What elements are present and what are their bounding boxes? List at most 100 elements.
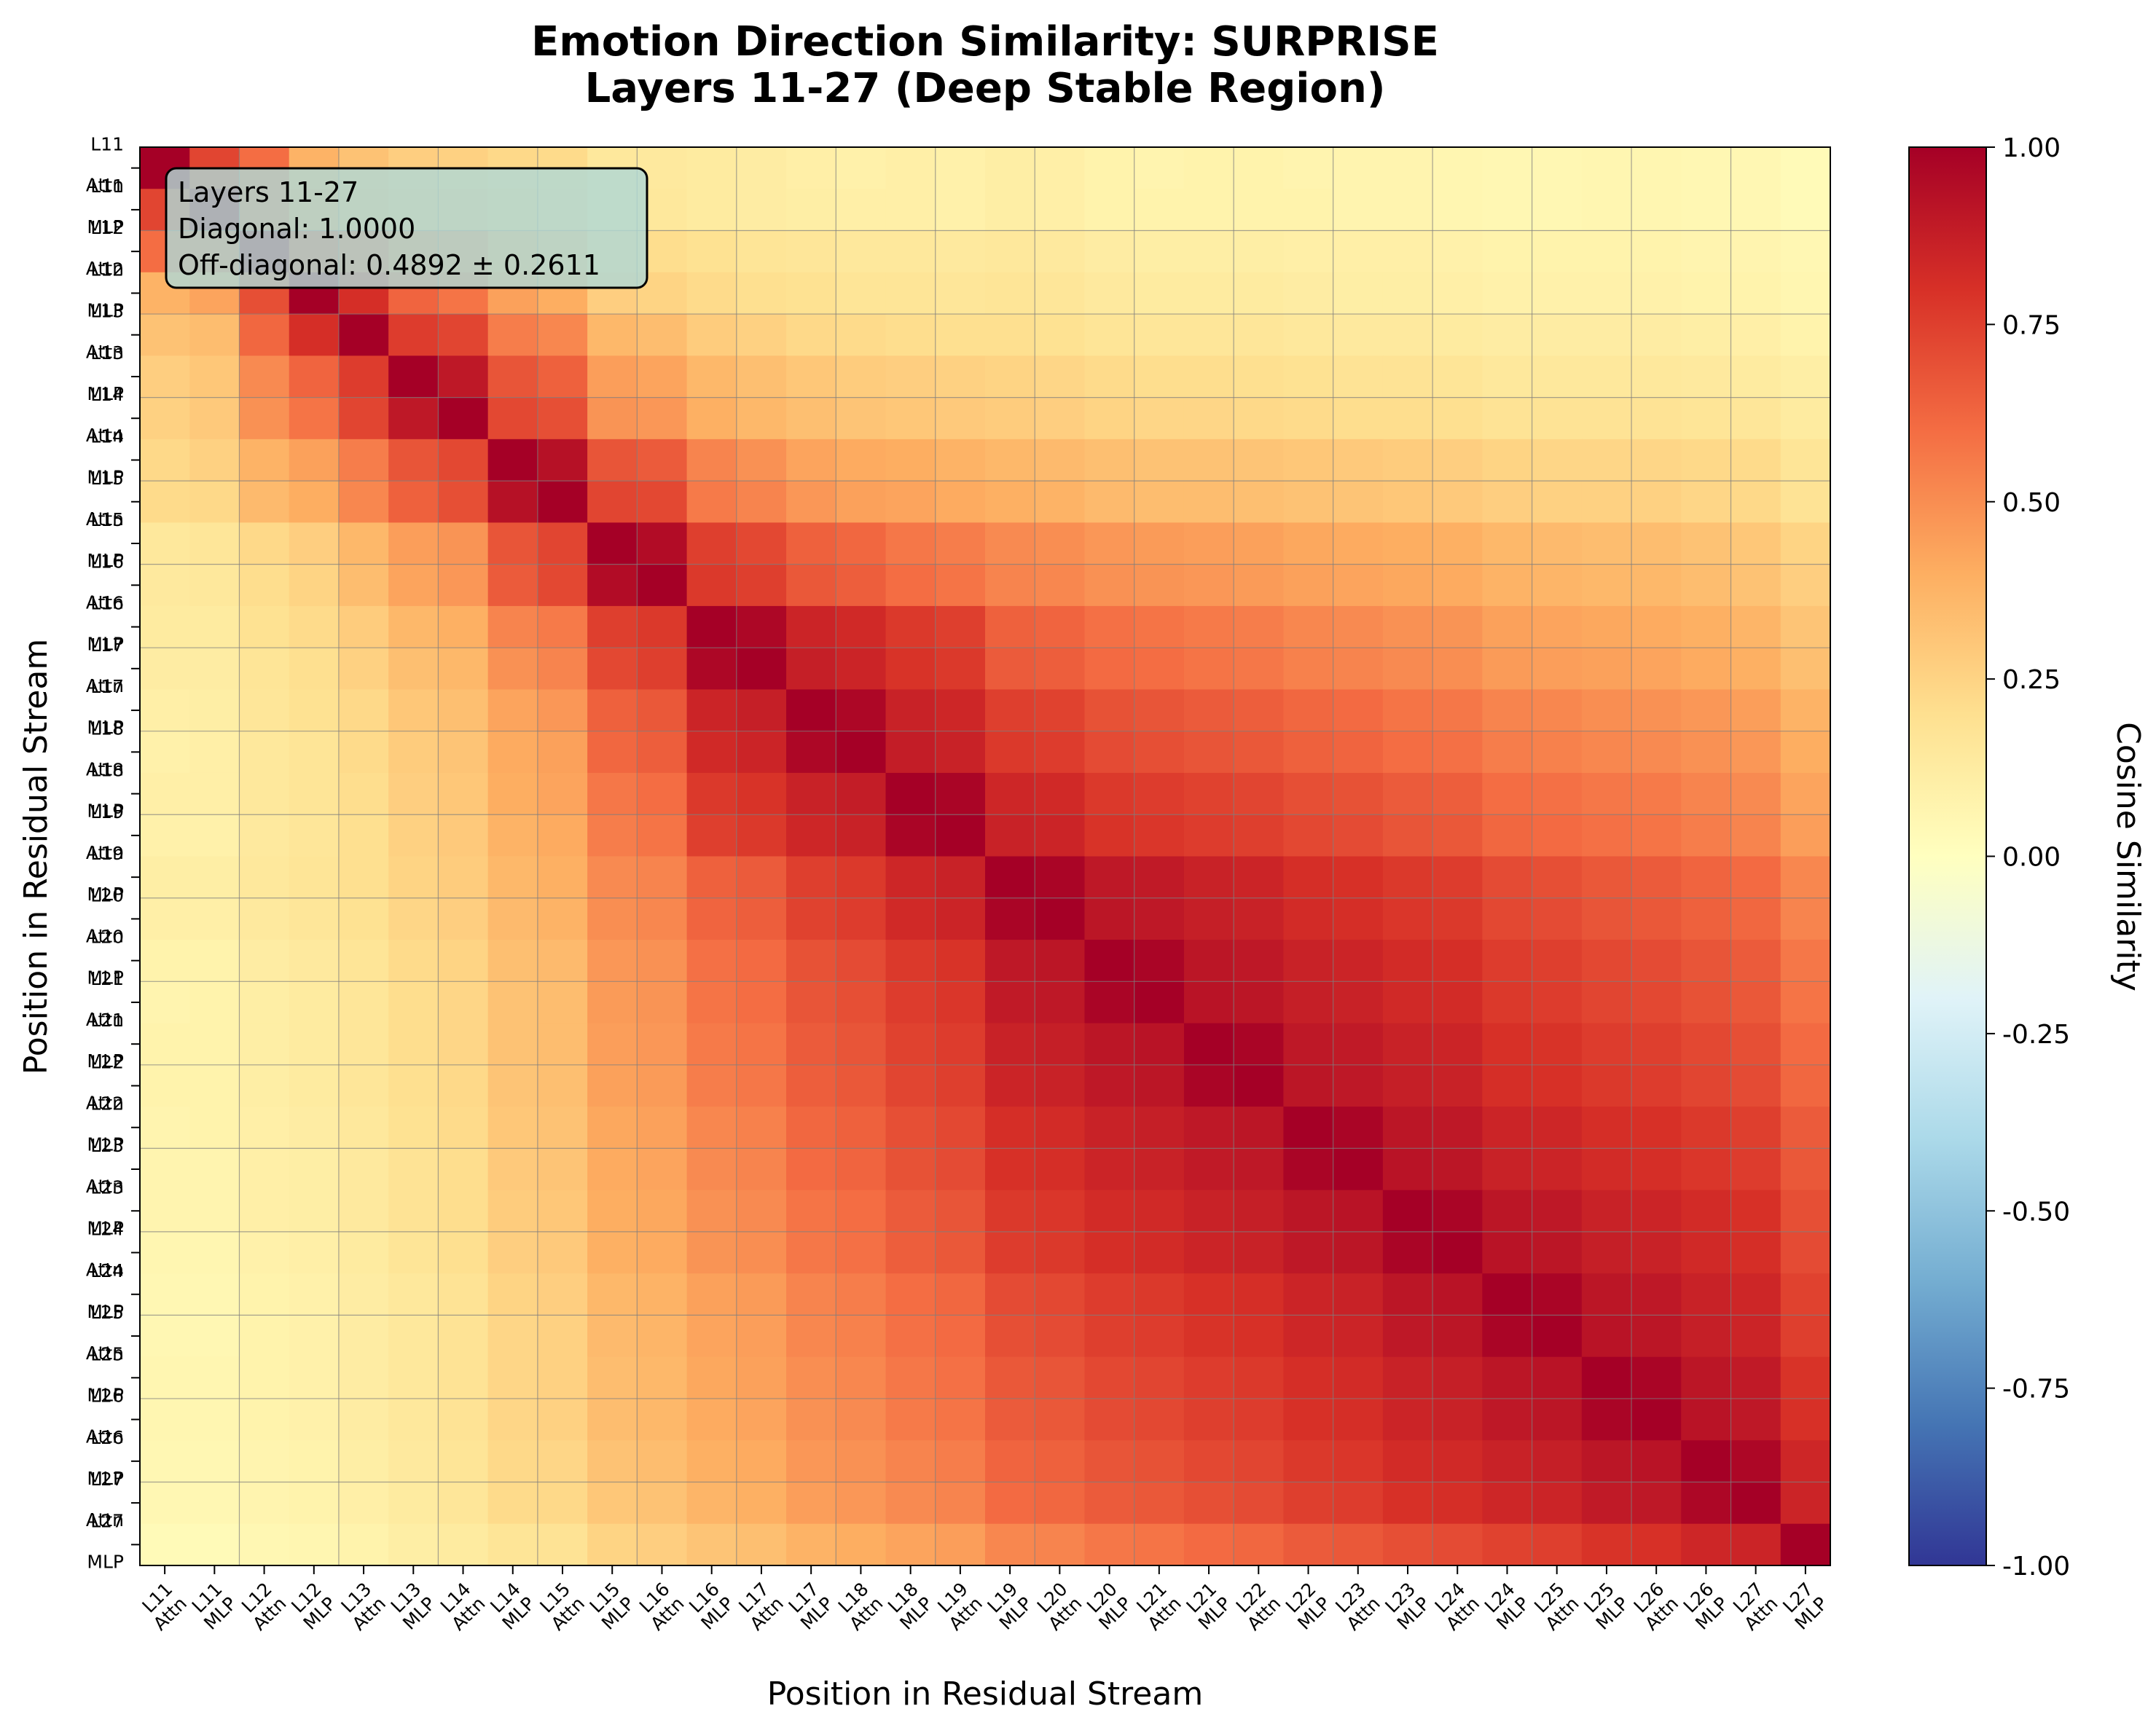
heatmap-cell-12-15 [885,648,936,691]
heatmap-cell-12-6 [438,648,489,691]
heatmap-cell-31-8 [537,1440,588,1483]
heatmap-cell-8-1 [189,481,240,523]
heatmap-cell-5-29 [1581,355,1632,398]
heatmap-cell-32-22 [1234,1482,1285,1525]
heatmap-cell-18-12 [736,897,787,940]
heatmap-cell-10-29 [1581,564,1632,607]
heatmap-cell-15-1 [189,772,240,815]
heatmap-cell-15-20 [1134,772,1185,815]
heatmap-cell-17-6 [438,856,489,899]
x-tick-label: L23Attn [1328,1579,1384,1635]
x-tick-label: L19MLP [981,1579,1036,1634]
heatmap-cell-3-14 [836,272,887,315]
heatmap-cell-17-33 [1780,856,1831,899]
y-tick-label: L13 Attn [86,301,124,363]
heatmap-cell-25-25 [1382,1190,1433,1233]
heatmap-cell-12-22 [1234,648,1285,691]
heatmap-cell-17-22 [1234,856,1285,899]
heatmap-cell-30-16 [935,1398,986,1441]
heatmap-cell-25-26 [1432,1190,1483,1233]
heatmap-cell-29-5 [388,1356,439,1399]
heatmap-cell-19-19 [1084,940,1135,982]
heatmap-cell-30-20 [1134,1398,1185,1441]
heatmap-cell-22-24 [1333,1064,1384,1107]
y-tick-label: L18 Attn [86,718,124,779]
heatmap-cell-11-2 [239,605,290,648]
heatmap-cell-10-32 [1730,564,1781,607]
heatmap-cell-31-3 [289,1440,340,1483]
heatmap-cell-12-31 [1681,648,1732,691]
heatmap-cell-21-12 [736,1023,787,1066]
heatmap-cell-29-14 [836,1356,887,1399]
heatmap-cell-26-0 [140,1231,190,1274]
heatmap-cell-22-9 [587,1064,638,1107]
heatmap-cell-30-8 [537,1398,588,1441]
heatmap-cell-15-26 [1432,772,1483,815]
heatmap-cell-1-13 [786,189,836,232]
heatmap-cell-25-10 [637,1190,688,1233]
heatmap-cell-16-26 [1432,814,1483,857]
heatmap-cell-33-3 [289,1523,340,1566]
heatmap-cell-21-14 [836,1023,887,1066]
heatmap-cell-15-4 [338,772,389,815]
heatmap-cell-22-6 [438,1064,489,1107]
heatmap-cell-27-11 [686,1273,737,1316]
x-tick-label: L20MLP [1081,1579,1136,1634]
heatmap-cell-1-26 [1432,189,1483,232]
heatmap-cell-2-11 [686,230,737,273]
heatmap-cell-12-24 [1333,648,1384,691]
heatmap-cell-25-4 [338,1190,389,1233]
heatmap-cell-19-6 [438,940,489,982]
heatmap-cell-26-2 [239,1231,290,1274]
colorbar-tick-label: -1.00 [2002,1552,2070,1581]
heatmap-cell-11-31 [1681,605,1732,648]
heatmap-cell-3-29 [1581,272,1632,315]
heatmap-cell-31-27 [1482,1440,1533,1483]
heatmap-cell-8-12 [736,481,787,523]
heatmap-cell-6-1 [189,397,240,440]
heatmap-cell-14-31 [1681,731,1732,774]
heatmap-cell-24-24 [1333,1148,1384,1191]
heatmap-cell-22-17 [985,1064,1035,1107]
heatmap-cell-19-15 [885,940,936,982]
heatmap-cell-15-2 [239,772,290,815]
heatmap-cell-21-31 [1681,1023,1732,1066]
heatmap-cell-5-23 [1283,355,1334,398]
heatmap-cell-3-25 [1382,272,1433,315]
heatmap-cell-0-28 [1532,147,1583,189]
heatmap-cell-13-5 [388,689,439,732]
heatmap-cell-8-30 [1631,481,1682,523]
heatmap-cell-2-17 [985,230,1035,273]
heatmap-cell-10-27 [1482,564,1533,607]
heatmap-cell-21-21 [1183,1023,1234,1066]
heatmap-cell-8-31 [1681,481,1732,523]
heatmap-cell-9-33 [1780,522,1831,565]
y-tick-label: L27 Attn [86,1469,124,1531]
heatmap-cell-10-25 [1382,564,1433,607]
heatmap-cell-26-16 [935,1231,986,1274]
heatmap-cell-27-3 [289,1273,340,1316]
heatmap-cell-6-23 [1283,397,1334,440]
heatmap-cell-16-6 [438,814,489,857]
heatmap-cell-14-26 [1432,731,1483,774]
heatmap-cell-28-14 [836,1315,887,1358]
heatmap-cell-12-18 [1035,648,1086,691]
heatmap-cell-22-33 [1780,1064,1831,1107]
heatmap-cell-4-17 [985,314,1035,356]
heatmap-cell-23-7 [487,1107,538,1149]
x-tick-label: L11MLP [185,1579,240,1634]
heatmap-cell-9-16 [935,522,986,565]
heatmap-cell-29-31 [1681,1356,1732,1399]
heatmap-cell-9-6 [438,522,489,565]
heatmap-cell-4-30 [1631,314,1682,356]
heatmap-cell-33-5 [388,1523,439,1566]
heatmap-cell-27-17 [985,1273,1035,1316]
heatmap-cell-20-7 [487,981,538,1024]
heatmap-cell-31-33 [1780,1440,1831,1483]
heatmap-cell-28-10 [637,1315,688,1358]
heatmap-cell-0-23 [1283,147,1334,189]
info-box-line-3: Off-diagonal: 0.4892 ± 0.2611 [178,249,600,281]
heatmap-cell-27-20 [1134,1273,1185,1316]
heatmap-cell-18-7 [487,897,538,940]
heatmap-cell-26-6 [438,1231,489,1274]
